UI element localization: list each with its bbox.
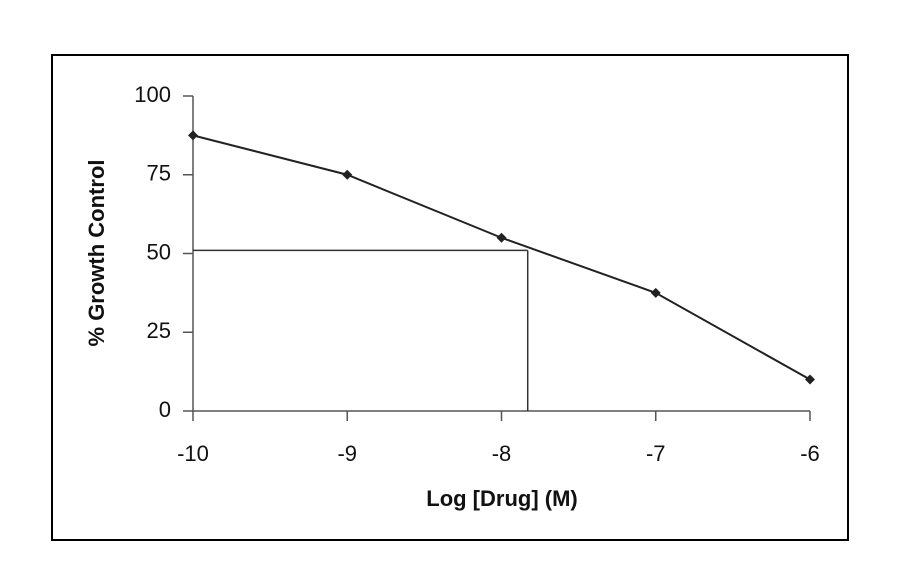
y-axis-title: % Growth Control bbox=[84, 160, 109, 347]
chart-frame bbox=[51, 54, 849, 541]
x-tick-label: -7 bbox=[646, 441, 666, 466]
data-point bbox=[496, 232, 507, 243]
y-tick-label: 50 bbox=[147, 239, 171, 264]
data-line bbox=[192, 134, 811, 381]
x-tick-label: -9 bbox=[337, 441, 357, 466]
y-tick-label: 100 bbox=[134, 82, 171, 107]
y-tick-label: 75 bbox=[147, 161, 171, 186]
data-point bbox=[805, 374, 815, 385]
y-tick-label: 0 bbox=[159, 397, 171, 422]
data-point bbox=[650, 287, 661, 298]
x-tick-label: -6 bbox=[800, 441, 820, 466]
y-tick-label: 25 bbox=[147, 318, 171, 343]
data-point bbox=[342, 169, 353, 180]
x-tick-label: -8 bbox=[492, 441, 512, 466]
data-point bbox=[188, 130, 198, 141]
x-tick-label: -10 bbox=[177, 441, 209, 466]
x-axis-title: Log [Drug] (M) bbox=[426, 486, 578, 511]
